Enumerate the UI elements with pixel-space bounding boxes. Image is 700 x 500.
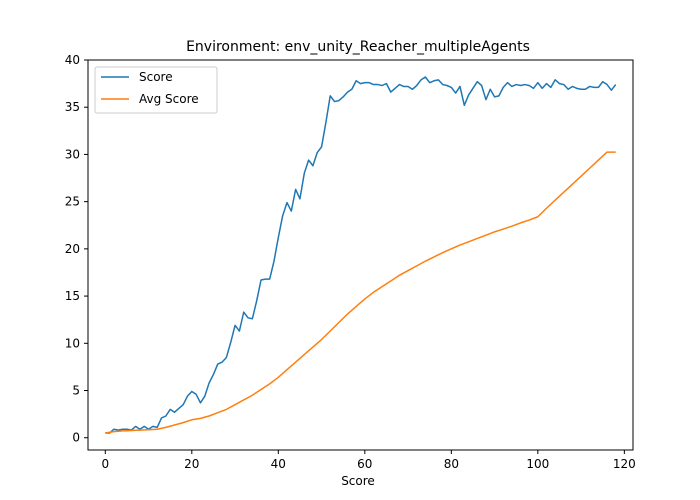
series-line-score xyxy=(105,76,617,434)
legend: Score Avg Score xyxy=(94,66,218,114)
x-tick-label: 80 xyxy=(444,457,459,471)
x-tick-label: 40 xyxy=(271,457,286,471)
chart-title: Environment: env_unity_Reacher_multipleA… xyxy=(186,39,530,55)
y-axis-ticks: 0 5 10 15 20 25 30 35 40 xyxy=(65,53,88,445)
plot-frame xyxy=(87,59,634,451)
y-tick-label: 35 xyxy=(65,100,80,114)
y-tick-label: 10 xyxy=(65,336,80,350)
plot-area: 0 20 40 60 80 100 120 0 5 10 15 20 25 30 35 40 xyxy=(65,53,636,471)
y-tick-label: 15 xyxy=(65,289,80,303)
x-tick-label: 100 xyxy=(526,457,549,471)
x-axis-ticks: 0 20 40 60 80 100 120 xyxy=(101,450,636,471)
legend-label: Avg Score xyxy=(139,92,199,106)
series-line-avg-score xyxy=(105,151,616,434)
y-tick-label: 40 xyxy=(65,53,80,67)
y-tick-label: 25 xyxy=(65,195,80,209)
plot-background xyxy=(88,60,633,450)
x-tick-label: 20 xyxy=(184,457,199,471)
series-layer xyxy=(105,76,617,434)
legend-items: Score Avg Score xyxy=(101,70,199,106)
y-tick-label: 0 xyxy=(72,431,80,445)
y-tick-label: 20 xyxy=(65,242,80,256)
x-tick-label: 60 xyxy=(357,457,372,471)
x-tick-label: 0 xyxy=(101,457,109,471)
x-tick-label: 120 xyxy=(613,457,636,471)
legend-box xyxy=(94,66,218,114)
x-axis-label: Score xyxy=(341,474,375,488)
legend-label: Score xyxy=(139,70,173,84)
y-tick-label: 30 xyxy=(65,147,80,161)
y-tick-label: 5 xyxy=(72,384,80,398)
